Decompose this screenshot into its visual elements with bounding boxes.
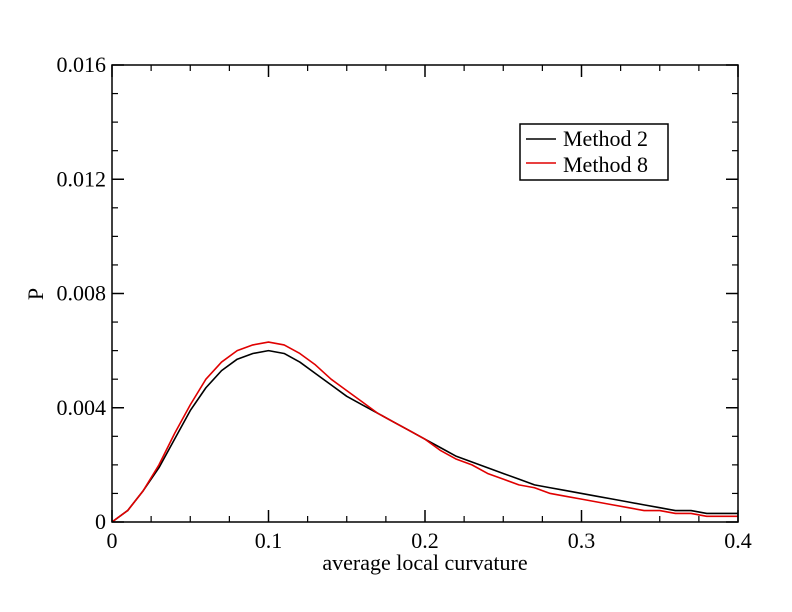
y-tick-label: 0.012 bbox=[57, 166, 107, 191]
y-tick-label: 0.016 bbox=[57, 52, 107, 77]
legend-label-method-2: Method 2 bbox=[563, 126, 648, 151]
plot-frame bbox=[111, 64, 739, 523]
legend: Method 2 Method 8 bbox=[519, 123, 669, 181]
x-tick-label: 0.3 bbox=[568, 528, 596, 553]
x-tick-label: 0 bbox=[107, 528, 118, 553]
x-axis-title: average local curvature bbox=[322, 550, 527, 575]
x-tick-label: 0.1 bbox=[255, 528, 283, 553]
y-tick-label: 0.004 bbox=[57, 395, 107, 420]
legend-label-method-8: Method 8 bbox=[563, 152, 648, 177]
y-axis-title: P bbox=[23, 288, 48, 300]
tick-labels-layer: 0 0.1 0.2 0.3 0.4 0 0.004 0.008 0.012 0.016 bbox=[57, 52, 752, 553]
x-tick-label: 0.2 bbox=[411, 528, 439, 553]
series-line-method-8 bbox=[111, 341, 738, 523]
legend-box bbox=[519, 123, 669, 181]
series-layer bbox=[111, 341, 738, 523]
y-tick-label: 0 bbox=[95, 509, 106, 534]
x-tick-label: 0.4 bbox=[724, 528, 752, 553]
y-tick-label: 0.008 bbox=[57, 281, 107, 306]
